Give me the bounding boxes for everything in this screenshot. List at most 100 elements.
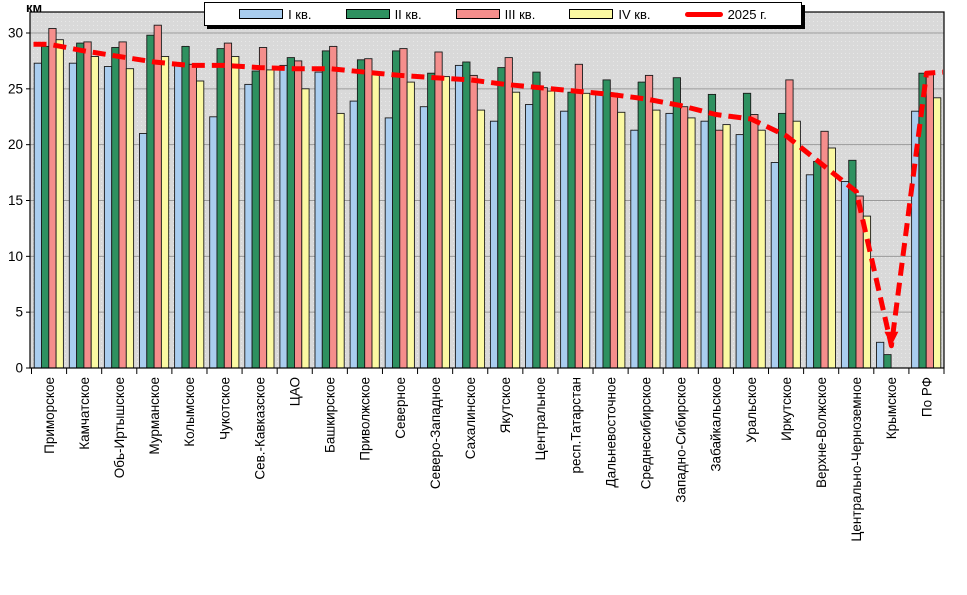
- bar-II кв.-Камчатское: [76, 42, 85, 369]
- bar-I кв.-респ.Татарстан: [560, 110, 569, 369]
- bar-II кв.-Центральное: [532, 71, 541, 369]
- bar-IV кв.-Иркутское: [792, 120, 801, 369]
- bar-IV кв.-Мурманское: [160, 56, 170, 369]
- bar-IV кв.-Северо-Западное: [441, 76, 450, 369]
- bar-II кв.-Северо-Западное: [427, 72, 436, 369]
- bar-III кв.-Приволжское: [364, 58, 373, 369]
- bar-IV кв.-Сахалинское: [476, 109, 486, 369]
- y-tick-label-0: 0: [15, 361, 23, 376]
- bar-I кв.-Приморское: [33, 62, 42, 369]
- bar-III кв.-Северное: [399, 48, 408, 369]
- x-category-label: По РФ: [919, 377, 934, 417]
- legend-label: 2025 г.: [727, 6, 767, 22]
- legend-item-1: I кв.: [239, 7, 312, 22]
- bar-II кв.-Обь-Иртышское: [111, 47, 120, 369]
- bar-II кв.-Сахалинское: [462, 61, 471, 369]
- bar-I кв.-Иркутское: [770, 162, 779, 369]
- bar-III кв.-Иркутское: [785, 79, 794, 369]
- x-category-label: Северо-Западное: [428, 377, 443, 489]
- bar-IV кв.-Приморское: [55, 39, 64, 369]
- bar-I кв.-Верхне-Волжское: [805, 174, 815, 369]
- legend-item-2: II кв.: [345, 7, 422, 22]
- bar-III кв.-Камчатское: [83, 41, 92, 369]
- bar-III кв.-Чукотское: [223, 42, 233, 369]
- x-category-label: Якутское: [498, 377, 513, 433]
- bar-III кв.-Центральное: [539, 87, 548, 369]
- bar-I кв.-Дальневосточное: [595, 91, 604, 369]
- bar-II кв.-Забайкальское: [707, 93, 717, 369]
- x-category-label: Иркутское: [779, 377, 794, 441]
- bar-IV кв.-ЦАО: [301, 88, 310, 369]
- x-category-label: Чукотское: [217, 377, 232, 440]
- x-category-label: Обь-Иртышское: [112, 377, 127, 478]
- y-tick-label-5: 5: [15, 305, 23, 320]
- bar-II кв.-ЦАО: [286, 57, 295, 369]
- bar-IV кв.-Обь-Иртышское: [125, 68, 135, 369]
- bar-II кв.-Колымское: [181, 45, 190, 369]
- bar-III кв.-По РФ: [925, 72, 934, 369]
- x-category-label: Приволжское: [358, 377, 373, 461]
- line-2025: [33, 41, 944, 349]
- bar-IV кв.-Чукотское: [231, 56, 240, 369]
- x-category-label: Дальневосточное: [603, 377, 618, 488]
- y-tick-label-20: 20: [8, 137, 23, 152]
- bar-IV кв.-Дальневосточное: [617, 111, 626, 369]
- bar-II кв.-Чукотское: [216, 48, 225, 369]
- line-2025-arrowhead: [884, 331, 899, 346]
- bar-III кв.-Якутское: [504, 57, 513, 369]
- bar-IV кв.-По РФ: [933, 97, 942, 369]
- bar-IV кв.-Забайкальское: [722, 124, 731, 369]
- bar-III кв.-Уральское: [750, 114, 759, 369]
- legend-line-sample: [684, 11, 723, 17]
- bar-I кв.-ЦАО: [279, 64, 288, 369]
- bar-III кв.-Сахалинское: [469, 74, 478, 369]
- x-category-label: Сахалинское: [463, 377, 478, 459]
- legend-color-swatch: [345, 9, 390, 19]
- bar-III кв.-респ.Татарстан: [574, 63, 583, 369]
- bar-II кв.-Верхне-Волжское: [813, 160, 822, 369]
- bar-I кв.-Забайкальское: [700, 120, 709, 369]
- x-category-label: Сев.-Кавказское: [252, 377, 267, 480]
- x-category-label: ЦАО: [288, 377, 303, 406]
- y-tick-label-15: 15: [8, 193, 23, 208]
- bar-IV кв.-Западно-Сибирское: [687, 117, 696, 369]
- bar-I кв.-Сев.-Кавказское: [244, 83, 253, 369]
- bar-II кв.-Приволжское: [356, 59, 366, 369]
- legend-color-swatch: [239, 9, 284, 19]
- x-category-label: Уральское: [744, 377, 759, 443]
- bar-III кв.-Колымское: [188, 63, 197, 369]
- y-tick-label-25: 25: [8, 81, 23, 96]
- bar-II кв.-Дальневосточное: [602, 79, 611, 369]
- bar-II кв.-Мурманское: [146, 34, 155, 369]
- x-category-label: Верхне-Волжское: [814, 377, 829, 488]
- bar-I кв.-Камчатское: [68, 62, 78, 369]
- legend-color-swatch: [569, 9, 614, 19]
- x-category-label: Колымское: [182, 377, 197, 447]
- bar-I кв.-Мурманское: [139, 133, 148, 369]
- bar-II кв.-Иркутское: [778, 112, 787, 369]
- bar-III кв.-Среднесибирское: [644, 74, 654, 369]
- bar-IV кв.-Камчатское: [90, 56, 99, 369]
- bar-I кв.-Среднесибирское: [630, 129, 639, 369]
- bar-II кв.-Башкирское: [321, 50, 331, 369]
- bar-IV кв.-Башкирское: [336, 112, 345, 369]
- x-category-label: Среднесибирское: [639, 377, 654, 489]
- legend-item-4: IV кв.: [569, 6, 651, 22]
- bar-IV кв.-респ.Татарстан: [582, 92, 591, 369]
- bar-III кв.-Башкирское: [329, 45, 338, 369]
- bar-II кв.-Приморское: [41, 45, 50, 369]
- bar-II кв.-респ.Татарстан: [567, 91, 576, 369]
- x-category-label: респ.Татарстан: [568, 377, 583, 473]
- legend-label: IV кв.: [618, 6, 651, 22]
- bar-II кв.-Якутское: [497, 67, 506, 369]
- legend-item-5: 2025 г.: [684, 6, 767, 22]
- bar-I кв.-Приволжское: [349, 100, 358, 369]
- bar-III кв.-Приморское: [48, 28, 57, 369]
- bar-IV кв.-Приволжское: [371, 72, 380, 369]
- bar-IV кв.-Сев.-Кавказское: [266, 69, 275, 369]
- bar-III кв.-Западно-Сибирское: [680, 106, 689, 369]
- bar-III кв.-Северо-Западное: [434, 51, 443, 369]
- bar-II кв.-Северное: [392, 50, 401, 369]
